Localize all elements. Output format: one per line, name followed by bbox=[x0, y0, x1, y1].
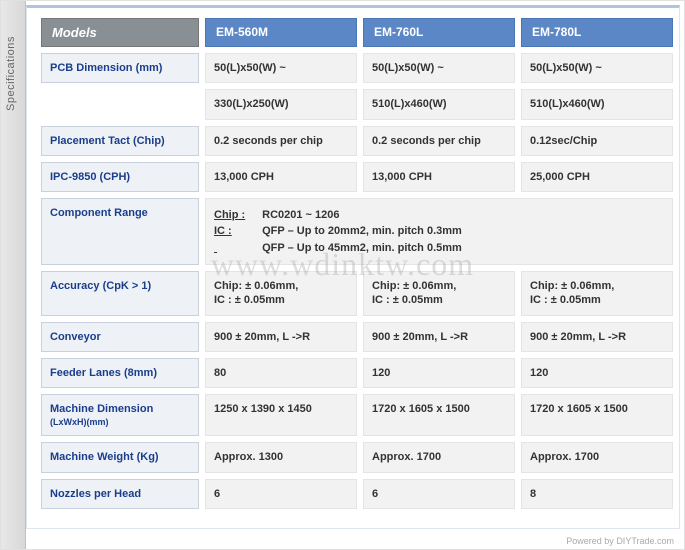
spec-panel: Models EM-560M EM-760L EM-780L PCB Dimen… bbox=[26, 5, 680, 529]
spec-grid: Models EM-560M EM-760L EM-780L PCB Dimen… bbox=[41, 18, 671, 509]
cell-conv-0: 900 ± 20mm, L ->R bbox=[205, 322, 357, 352]
header-col-0: EM-560M bbox=[205, 18, 357, 47]
row-pcb-label: PCB Dimension (mm) bbox=[41, 53, 199, 83]
footer-link[interactable]: DIYTrade.com bbox=[616, 536, 674, 546]
comp-ic-k: IC : bbox=[214, 224, 256, 238]
cell-dim-0: 1250 x 1390 x 1450 bbox=[205, 394, 357, 436]
footer-prefix: Powered by bbox=[566, 536, 616, 546]
cell-acc-2: Chip: ± 0.06mm, IC : ± 0.05mm bbox=[521, 271, 673, 316]
cell-feeder-2: 120 bbox=[521, 358, 673, 388]
row-ipc-label: IPC-9850 (CPH) bbox=[41, 162, 199, 192]
footer: Powered by DIYTrade.com bbox=[566, 536, 674, 546]
cell-pcb-0a: 50(L)x50(W) ~ bbox=[205, 53, 357, 83]
cell-dim-2: 1720 x 1605 x 1500 bbox=[521, 394, 673, 436]
cell-weight-1: Approx. 1700 bbox=[363, 442, 515, 472]
header-col-1: EM-760L bbox=[363, 18, 515, 47]
cell-weight-0: Approx. 1300 bbox=[205, 442, 357, 472]
row-tact-label: Placement Tact (Chip) bbox=[41, 126, 199, 156]
cell-pcb-1b: 510(L)x460(W) bbox=[363, 89, 515, 119]
comp-blank-k bbox=[214, 241, 256, 255]
cell-tact-1: 0.2 seconds per chip bbox=[363, 126, 515, 156]
row-weight-label: Machine Weight (Kg) bbox=[41, 442, 199, 472]
cell-ipc-0: 13,000 CPH bbox=[205, 162, 357, 192]
comp-chip-v: RC0201 ~ 1206 bbox=[262, 209, 339, 221]
cell-nozzle-1: 6 bbox=[363, 479, 515, 509]
cell-pcb-1a: 50(L)x50(W) ~ bbox=[363, 53, 515, 83]
cell-acc-0: Chip: ± 0.06mm, IC : ± 0.05mm bbox=[205, 271, 357, 316]
cell-tact-0: 0.2 seconds per chip bbox=[205, 126, 357, 156]
cell-conv-2: 900 ± 20mm, L ->R bbox=[521, 322, 673, 352]
cell-comp-merged: Chip : RC0201 ~ 1206 IC : QFP – Up to 20… bbox=[205, 198, 673, 265]
row-dim-text: Machine Dimension bbox=[50, 403, 153, 415]
cell-feeder-0: 80 bbox=[205, 358, 357, 388]
cell-nozzle-0: 6 bbox=[205, 479, 357, 509]
row-conv-label: Conveyor bbox=[41, 322, 199, 352]
row-feeder-label: Feeder Lanes (8mm) bbox=[41, 358, 199, 388]
cell-dim-1: 1720 x 1605 x 1500 bbox=[363, 394, 515, 436]
cell-nozzle-2: 8 bbox=[521, 479, 673, 509]
cell-feeder-1: 120 bbox=[363, 358, 515, 388]
row-nozzle-label: Nozzles per Head bbox=[41, 479, 199, 509]
cell-ipc-1: 13,000 CPH bbox=[363, 162, 515, 192]
cell-conv-1: 900 ± 20mm, L ->R bbox=[363, 322, 515, 352]
cell-ipc-2: 25,000 CPH bbox=[521, 162, 673, 192]
cell-acc-1: Chip: ± 0.06mm, IC : ± 0.05mm bbox=[363, 271, 515, 316]
row-dim-sub: (LxWxH)(mm) bbox=[50, 417, 190, 429]
cell-pcb-2b: 510(L)x460(W) bbox=[521, 89, 673, 119]
header-models: Models bbox=[41, 18, 199, 47]
row-comp-label: Component Range bbox=[41, 198, 199, 265]
side-tab: Specifications bbox=[1, 1, 26, 549]
cell-pcb-2a: 50(L)x50(W) ~ bbox=[521, 53, 673, 83]
empty bbox=[41, 89, 199, 119]
comp-ic-v1: QFP – Up to 20mm2, min. pitch 0.3mm bbox=[262, 225, 462, 237]
cell-tact-2: 0.12sec/Chip bbox=[521, 126, 673, 156]
page: Specifications Models EM-560M EM-760L EM… bbox=[0, 0, 685, 550]
comp-chip-k: Chip : bbox=[214, 208, 256, 222]
header-col-2: EM-780L bbox=[521, 18, 673, 47]
cell-weight-2: Approx. 1700 bbox=[521, 442, 673, 472]
side-tab-label: Specifications bbox=[5, 36, 17, 111]
comp-ic-v2: QFP – Up to 45mm2, min. pitch 0.5mm bbox=[262, 242, 462, 254]
row-dim-label: Machine Dimension (LxWxH)(mm) bbox=[41, 394, 199, 436]
row-acc-label: Accuracy (CpK > 1) bbox=[41, 271, 199, 316]
cell-pcb-0b: 330(L)x250(W) bbox=[205, 89, 357, 119]
